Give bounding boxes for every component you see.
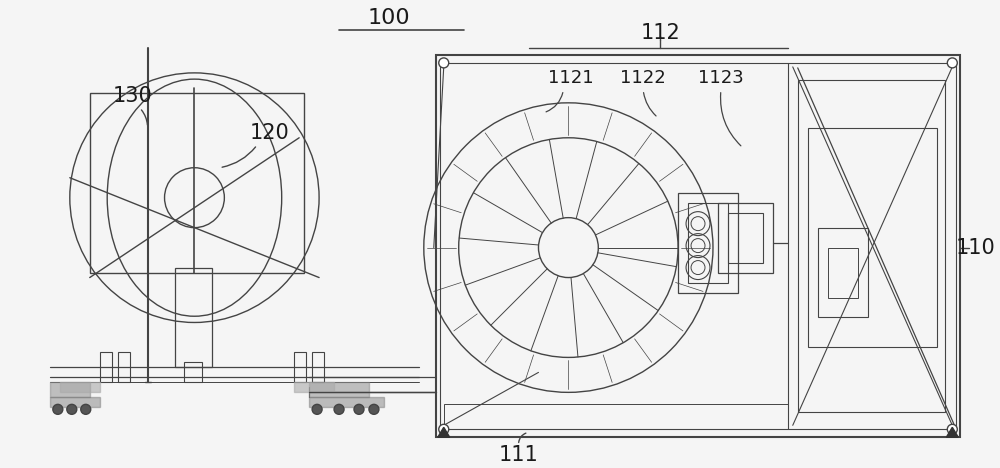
- Polygon shape: [438, 427, 450, 437]
- Bar: [90, 93, 304, 272]
- Polygon shape: [50, 382, 90, 397]
- Bar: [678, 193, 738, 292]
- Text: 110: 110: [955, 238, 995, 257]
- Bar: [688, 203, 728, 283]
- Bar: [828, 248, 858, 298]
- Bar: [728, 212, 763, 263]
- Circle shape: [354, 404, 364, 414]
- Bar: [718, 203, 773, 272]
- Circle shape: [369, 404, 379, 414]
- Circle shape: [334, 404, 344, 414]
- Text: 112: 112: [640, 23, 680, 43]
- Bar: [118, 352, 130, 382]
- Text: 1123: 1123: [698, 69, 744, 87]
- Circle shape: [312, 404, 322, 414]
- Bar: [798, 80, 945, 412]
- Polygon shape: [946, 427, 958, 437]
- Bar: [808, 128, 937, 347]
- Circle shape: [439, 58, 449, 68]
- Bar: [818, 227, 868, 317]
- Polygon shape: [309, 382, 369, 397]
- Bar: [175, 268, 212, 367]
- Polygon shape: [50, 397, 100, 407]
- Bar: [312, 352, 324, 382]
- Circle shape: [947, 58, 957, 68]
- Circle shape: [81, 404, 91, 414]
- Bar: [444, 404, 788, 429]
- Bar: [100, 352, 112, 382]
- Circle shape: [439, 424, 449, 434]
- Text: 130: 130: [113, 86, 152, 106]
- Bar: [184, 362, 202, 382]
- Polygon shape: [60, 382, 100, 392]
- Circle shape: [53, 404, 63, 414]
- Bar: [436, 55, 960, 437]
- Text: 100: 100: [368, 8, 410, 28]
- Circle shape: [947, 424, 957, 434]
- Text: 120: 120: [249, 123, 289, 143]
- Circle shape: [67, 404, 77, 414]
- Bar: [294, 352, 306, 382]
- Polygon shape: [294, 382, 334, 392]
- Text: 1122: 1122: [620, 69, 666, 87]
- Polygon shape: [309, 397, 384, 407]
- Text: 111: 111: [499, 445, 538, 465]
- Text: 1121: 1121: [548, 69, 593, 87]
